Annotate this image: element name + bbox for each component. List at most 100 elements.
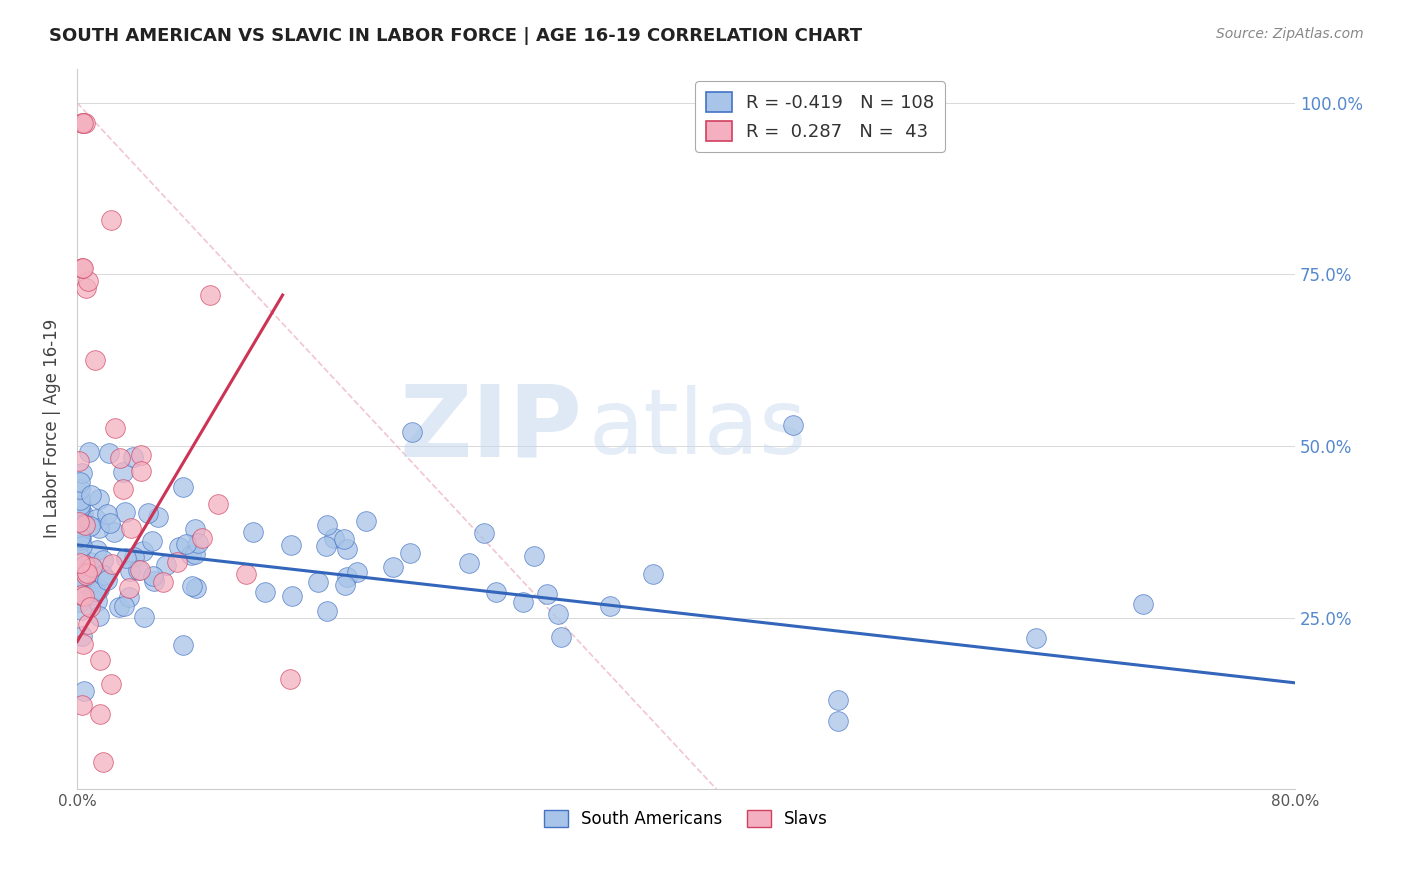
Point bbox=[80, 588, 103, 602]
Point bbox=[381, 559, 404, 574]
Point bbox=[76, 566, 98, 580]
Point bbox=[87, 521, 110, 535]
Point bbox=[316, 604, 339, 618]
Point bbox=[77, 445, 100, 459]
Point bbox=[79, 519, 101, 533]
Point bbox=[89, 608, 111, 623]
Point bbox=[69, 475, 91, 489]
Point bbox=[315, 539, 337, 553]
Point bbox=[79, 488, 101, 502]
Point bbox=[69, 594, 91, 608]
Point bbox=[69, 560, 91, 574]
Point bbox=[172, 480, 194, 494]
Point bbox=[76, 274, 98, 288]
Point bbox=[86, 594, 108, 608]
Point bbox=[155, 558, 177, 572]
Point bbox=[103, 524, 125, 539]
Point bbox=[181, 579, 204, 593]
Point bbox=[79, 599, 101, 614]
Point bbox=[184, 582, 207, 596]
Point bbox=[191, 531, 214, 545]
Point bbox=[72, 637, 94, 651]
Point bbox=[180, 549, 202, 563]
Point bbox=[550, 630, 572, 644]
Point bbox=[101, 558, 124, 572]
Point bbox=[120, 521, 142, 535]
Point bbox=[100, 516, 122, 530]
Point bbox=[523, 549, 546, 563]
Text: ZIP: ZIP bbox=[399, 380, 582, 477]
Point bbox=[97, 446, 120, 460]
Point bbox=[1025, 631, 1047, 645]
Point bbox=[242, 524, 264, 539]
Point bbox=[69, 536, 91, 550]
Text: SOUTH AMERICAN VS SLAVIC IN LABOR FORCE | AGE 16-19 CORRELATION CHART: SOUTH AMERICAN VS SLAVIC IN LABOR FORCE … bbox=[49, 27, 862, 45]
Point bbox=[72, 508, 94, 522]
Point bbox=[70, 116, 93, 130]
Point bbox=[281, 589, 304, 603]
Point bbox=[89, 653, 111, 667]
Point bbox=[67, 453, 90, 467]
Point bbox=[132, 544, 155, 558]
Point bbox=[599, 599, 621, 614]
Point bbox=[485, 584, 508, 599]
Point bbox=[96, 573, 118, 587]
Point bbox=[122, 550, 145, 565]
Point bbox=[100, 677, 122, 691]
Point bbox=[69, 557, 91, 571]
Point bbox=[70, 260, 93, 275]
Point bbox=[91, 755, 114, 769]
Point bbox=[73, 684, 96, 698]
Point bbox=[316, 517, 339, 532]
Point bbox=[122, 450, 145, 464]
Point bbox=[827, 693, 849, 707]
Point bbox=[1132, 597, 1154, 611]
Point bbox=[184, 522, 207, 536]
Point bbox=[69, 498, 91, 512]
Point bbox=[87, 582, 110, 597]
Point bbox=[91, 567, 114, 582]
Point bbox=[129, 563, 152, 577]
Point bbox=[111, 465, 134, 479]
Point bbox=[72, 260, 94, 275]
Point bbox=[115, 550, 138, 565]
Text: Source: ZipAtlas.com: Source: ZipAtlas.com bbox=[1216, 27, 1364, 41]
Point bbox=[336, 570, 359, 584]
Point bbox=[536, 587, 558, 601]
Point bbox=[70, 588, 93, 602]
Point bbox=[80, 560, 103, 574]
Point bbox=[129, 464, 152, 478]
Point bbox=[75, 281, 97, 295]
Point bbox=[187, 536, 209, 550]
Point bbox=[457, 556, 479, 570]
Point bbox=[354, 514, 377, 528]
Point bbox=[198, 288, 221, 302]
Point bbox=[278, 673, 301, 687]
Point bbox=[333, 578, 356, 592]
Point bbox=[70, 603, 93, 617]
Point bbox=[108, 599, 131, 614]
Point bbox=[69, 492, 91, 507]
Point bbox=[83, 584, 105, 599]
Point bbox=[91, 552, 114, 566]
Point bbox=[118, 590, 141, 604]
Point bbox=[174, 537, 197, 551]
Point bbox=[69, 572, 91, 586]
Point bbox=[474, 526, 496, 541]
Point bbox=[346, 565, 368, 579]
Point bbox=[83, 353, 105, 368]
Point bbox=[77, 561, 100, 575]
Legend: South Americans, Slavs: South Americans, Slavs bbox=[537, 804, 834, 835]
Point bbox=[79, 569, 101, 583]
Point bbox=[87, 492, 110, 507]
Point bbox=[86, 543, 108, 558]
Y-axis label: In Labor Force | Age 16-19: In Labor Force | Age 16-19 bbox=[44, 319, 60, 539]
Point bbox=[641, 567, 664, 582]
Point bbox=[112, 482, 135, 496]
Point bbox=[336, 541, 359, 556]
Point bbox=[70, 630, 93, 644]
Point bbox=[69, 570, 91, 584]
Point bbox=[152, 575, 174, 590]
Point bbox=[69, 508, 91, 523]
Point bbox=[69, 483, 91, 497]
